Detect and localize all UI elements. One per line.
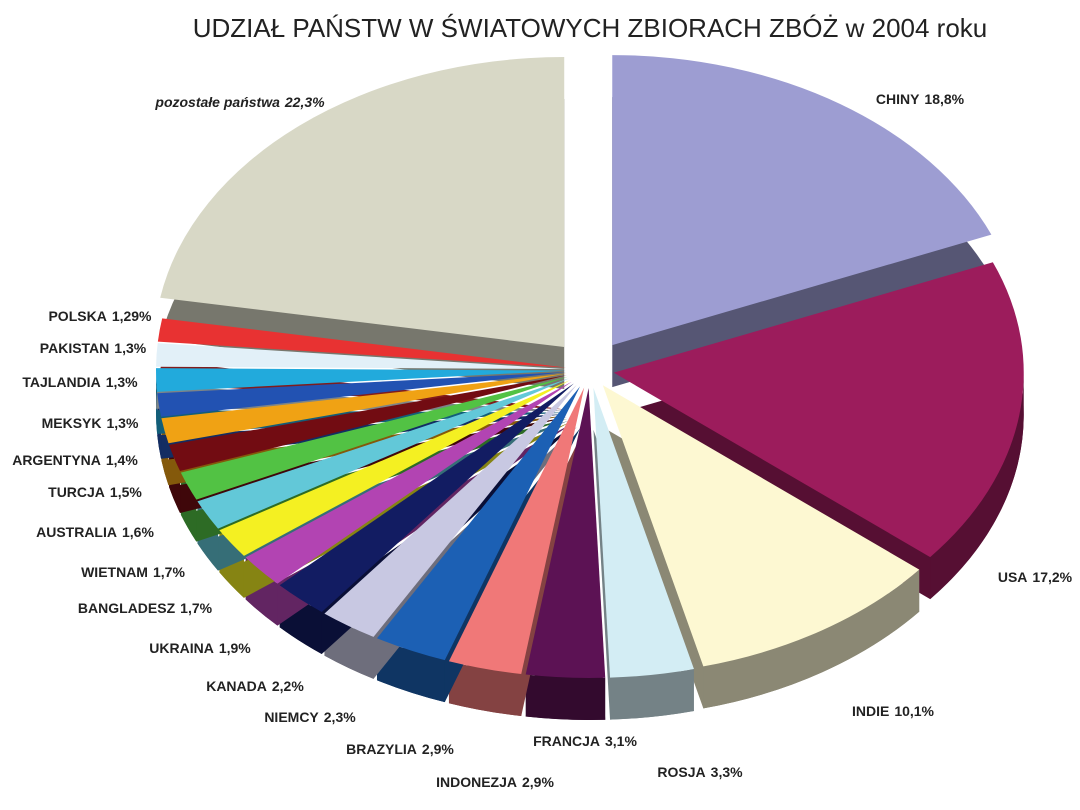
slice-label-value: 1,5% [110, 484, 142, 500]
slice-label-name: BANGLADESZ [78, 600, 176, 616]
slice-label-name: PAKISTAN [40, 340, 109, 356]
slice [219, 380, 571, 556]
slice-label: POLSKA 1,29% [48, 308, 152, 324]
slice [613, 262, 1024, 558]
slice-label-name: POLSKA [48, 308, 106, 324]
slice [169, 375, 568, 472]
slice [156, 343, 567, 370]
slice-label: ROSJA 3,3% [657, 764, 743, 780]
slice-label-name: INDIE [852, 703, 889, 719]
slice-label-name: FRANCJA [533, 733, 600, 749]
slice-side [525, 674, 606, 720]
slice-label-name: AUSTRALIA [36, 524, 117, 540]
slice [156, 368, 567, 392]
slice-label-value: 18,8% [924, 91, 964, 107]
slice-label: PAKISTAN 1,3% [40, 340, 147, 356]
slice-label-name: NIEMCY [264, 709, 319, 725]
slice-label-value: 1,3% [106, 415, 138, 431]
slice-label: TURCJA 1,5% [48, 484, 142, 500]
slice-label-name: ROSJA [657, 764, 705, 780]
slice-side [448, 661, 522, 717]
slice [448, 387, 585, 675]
slice-label-name: UKRAINA [149, 640, 214, 656]
slice-label-value: 3,3% [711, 764, 743, 780]
chart-title: UDZIAŁ PAŃSTW W ŚWIATOWYCH ZBIORACH ZBÓŻ… [193, 13, 988, 43]
slice-label-name: TURCJA [48, 484, 105, 500]
slice [160, 57, 565, 348]
slice-side [703, 569, 920, 709]
slice-label: AUSTRALIA 1,6% [36, 524, 154, 540]
slice-label-name: WIETNAM [81, 564, 148, 580]
slice-label-value: 2,3% [324, 709, 356, 725]
slice-label: CHINY 18,8% [876, 91, 965, 107]
slice-label-value: 17,2% [1032, 569, 1072, 585]
slice-label-name: USA [998, 569, 1028, 585]
slice-side [930, 372, 1024, 600]
slice [279, 383, 574, 613]
slice-label-value: 1,7% [180, 600, 212, 616]
slice-label: KANADA 2,2% [206, 678, 304, 694]
slice [612, 55, 992, 346]
slice-label-value: 1,6% [122, 524, 154, 540]
slice-label-value: 22,3% [284, 94, 325, 110]
slice [157, 372, 567, 417]
slice-label-name: ARGENTYNA [12, 452, 101, 468]
slice [593, 387, 694, 678]
slice-label-value: 1,29% [112, 308, 152, 324]
slice [602, 385, 920, 667]
slice-label: INDONEZJA 2,9% [436, 774, 554, 790]
slice-label-name: CHINY [876, 91, 920, 107]
slice-label: NIEMCY 2,3% [264, 709, 356, 725]
slice-label-value: 3,1% [605, 733, 637, 749]
slice-label: MEKSYK 1,3% [42, 415, 139, 431]
slice-label-value: 2,9% [522, 774, 554, 790]
slice-label: BRAZYLIA 2,9% [346, 741, 454, 757]
slice-label: pozostałe państwa 22,3% [154, 94, 325, 110]
slice [376, 386, 581, 661]
slice-label: FRANCJA 3,1% [533, 733, 637, 749]
slice-label-value: 1,9% [219, 640, 251, 656]
slice-label-value: 1,3% [114, 340, 146, 356]
slice-label-name: INDONEZJA [436, 774, 517, 790]
slice-label-name: pozostałe państwa [154, 94, 280, 110]
slice-side [376, 638, 445, 703]
slice-label-value: 2,2% [272, 678, 304, 694]
slice-label: UKRAINA 1,9% [149, 640, 251, 656]
slice [324, 384, 577, 637]
slice-label-name: TAJLANDIA [22, 374, 100, 390]
slice [245, 381, 572, 584]
slice-label: WIETNAM 1,7% [81, 564, 185, 580]
slice-label: INDIE 10,1% [852, 703, 935, 719]
slice-label: TAJLANDIA 1,3% [22, 374, 138, 390]
slice-label-value: 1,4% [106, 452, 138, 468]
slice-label-name: BRAZYLIA [346, 741, 417, 757]
slice-label-name: KANADA [206, 678, 267, 694]
slice-label-value: 1,3% [106, 374, 138, 390]
slice [157, 318, 567, 368]
slice [525, 387, 606, 678]
slice-label-value: 10,1% [894, 703, 934, 719]
slice-label-name: MEKSYK [42, 415, 102, 431]
slice-label: BANGLADESZ 1,7% [78, 600, 213, 616]
slice-label-value: 1,7% [153, 564, 185, 580]
slice [197, 378, 569, 529]
slice-label: ARGENTYNA 1,4% [12, 452, 138, 468]
slice [161, 373, 567, 444]
slice-label-value: 2,9% [422, 741, 454, 757]
slice [180, 376, 568, 500]
slice-label: USA 17,2% [998, 569, 1073, 585]
slice-side [610, 668, 694, 720]
